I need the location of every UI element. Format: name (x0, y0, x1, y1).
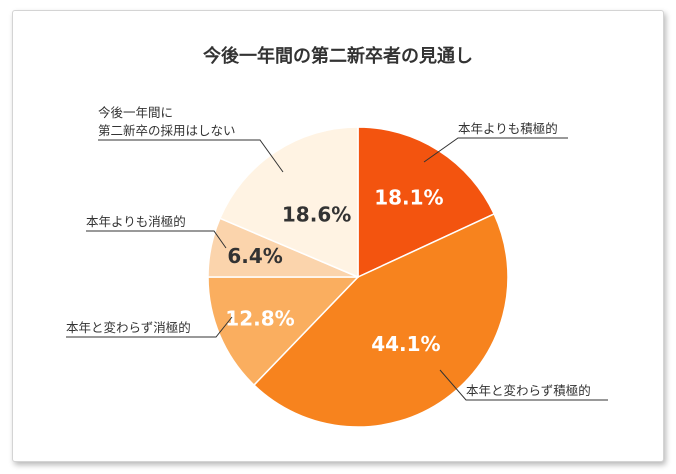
slice-label-2: 本年と変わらず積極的 (466, 383, 591, 398)
percent-labels: 18.1% 44.1% 12.8% 6.4%18.6% (225, 185, 443, 356)
percent-label-4: 6.4% (227, 244, 282, 268)
pie-slice-2 (252, 212, 509, 428)
chart-title: 今後一年間の第二新卒者の見通し (203, 45, 473, 67)
percent-label-1: 18.1% (374, 185, 443, 209)
pie-slice-1 (357, 126, 496, 279)
percent-label-2: 44.1% (371, 332, 440, 356)
leader-line-4 (86, 230, 227, 249)
percent-label-3: 12.8% (225, 307, 294, 331)
leader-line-3 (66, 316, 233, 338)
pie-slice-5 (218, 126, 359, 279)
leader-line-2 (439, 369, 608, 401)
leader-line-1 (423, 137, 568, 163)
pie-slices (207, 126, 509, 428)
slice-label-5-line-2: 第二新卒の採用はしない (98, 123, 236, 138)
slice-label-1: 本年よりも積極的 (458, 121, 558, 136)
slice-label-5-line-1: 今後一年間に (98, 105, 173, 120)
slice-label-4: 本年よりも消極的 (86, 214, 186, 229)
slice-label-3: 本年と変わらず消極的 (66, 320, 191, 335)
leader-line-5 (98, 139, 284, 173)
pie-slice-3 (207, 276, 360, 387)
percent-label-5: 18.6% (282, 202, 351, 226)
